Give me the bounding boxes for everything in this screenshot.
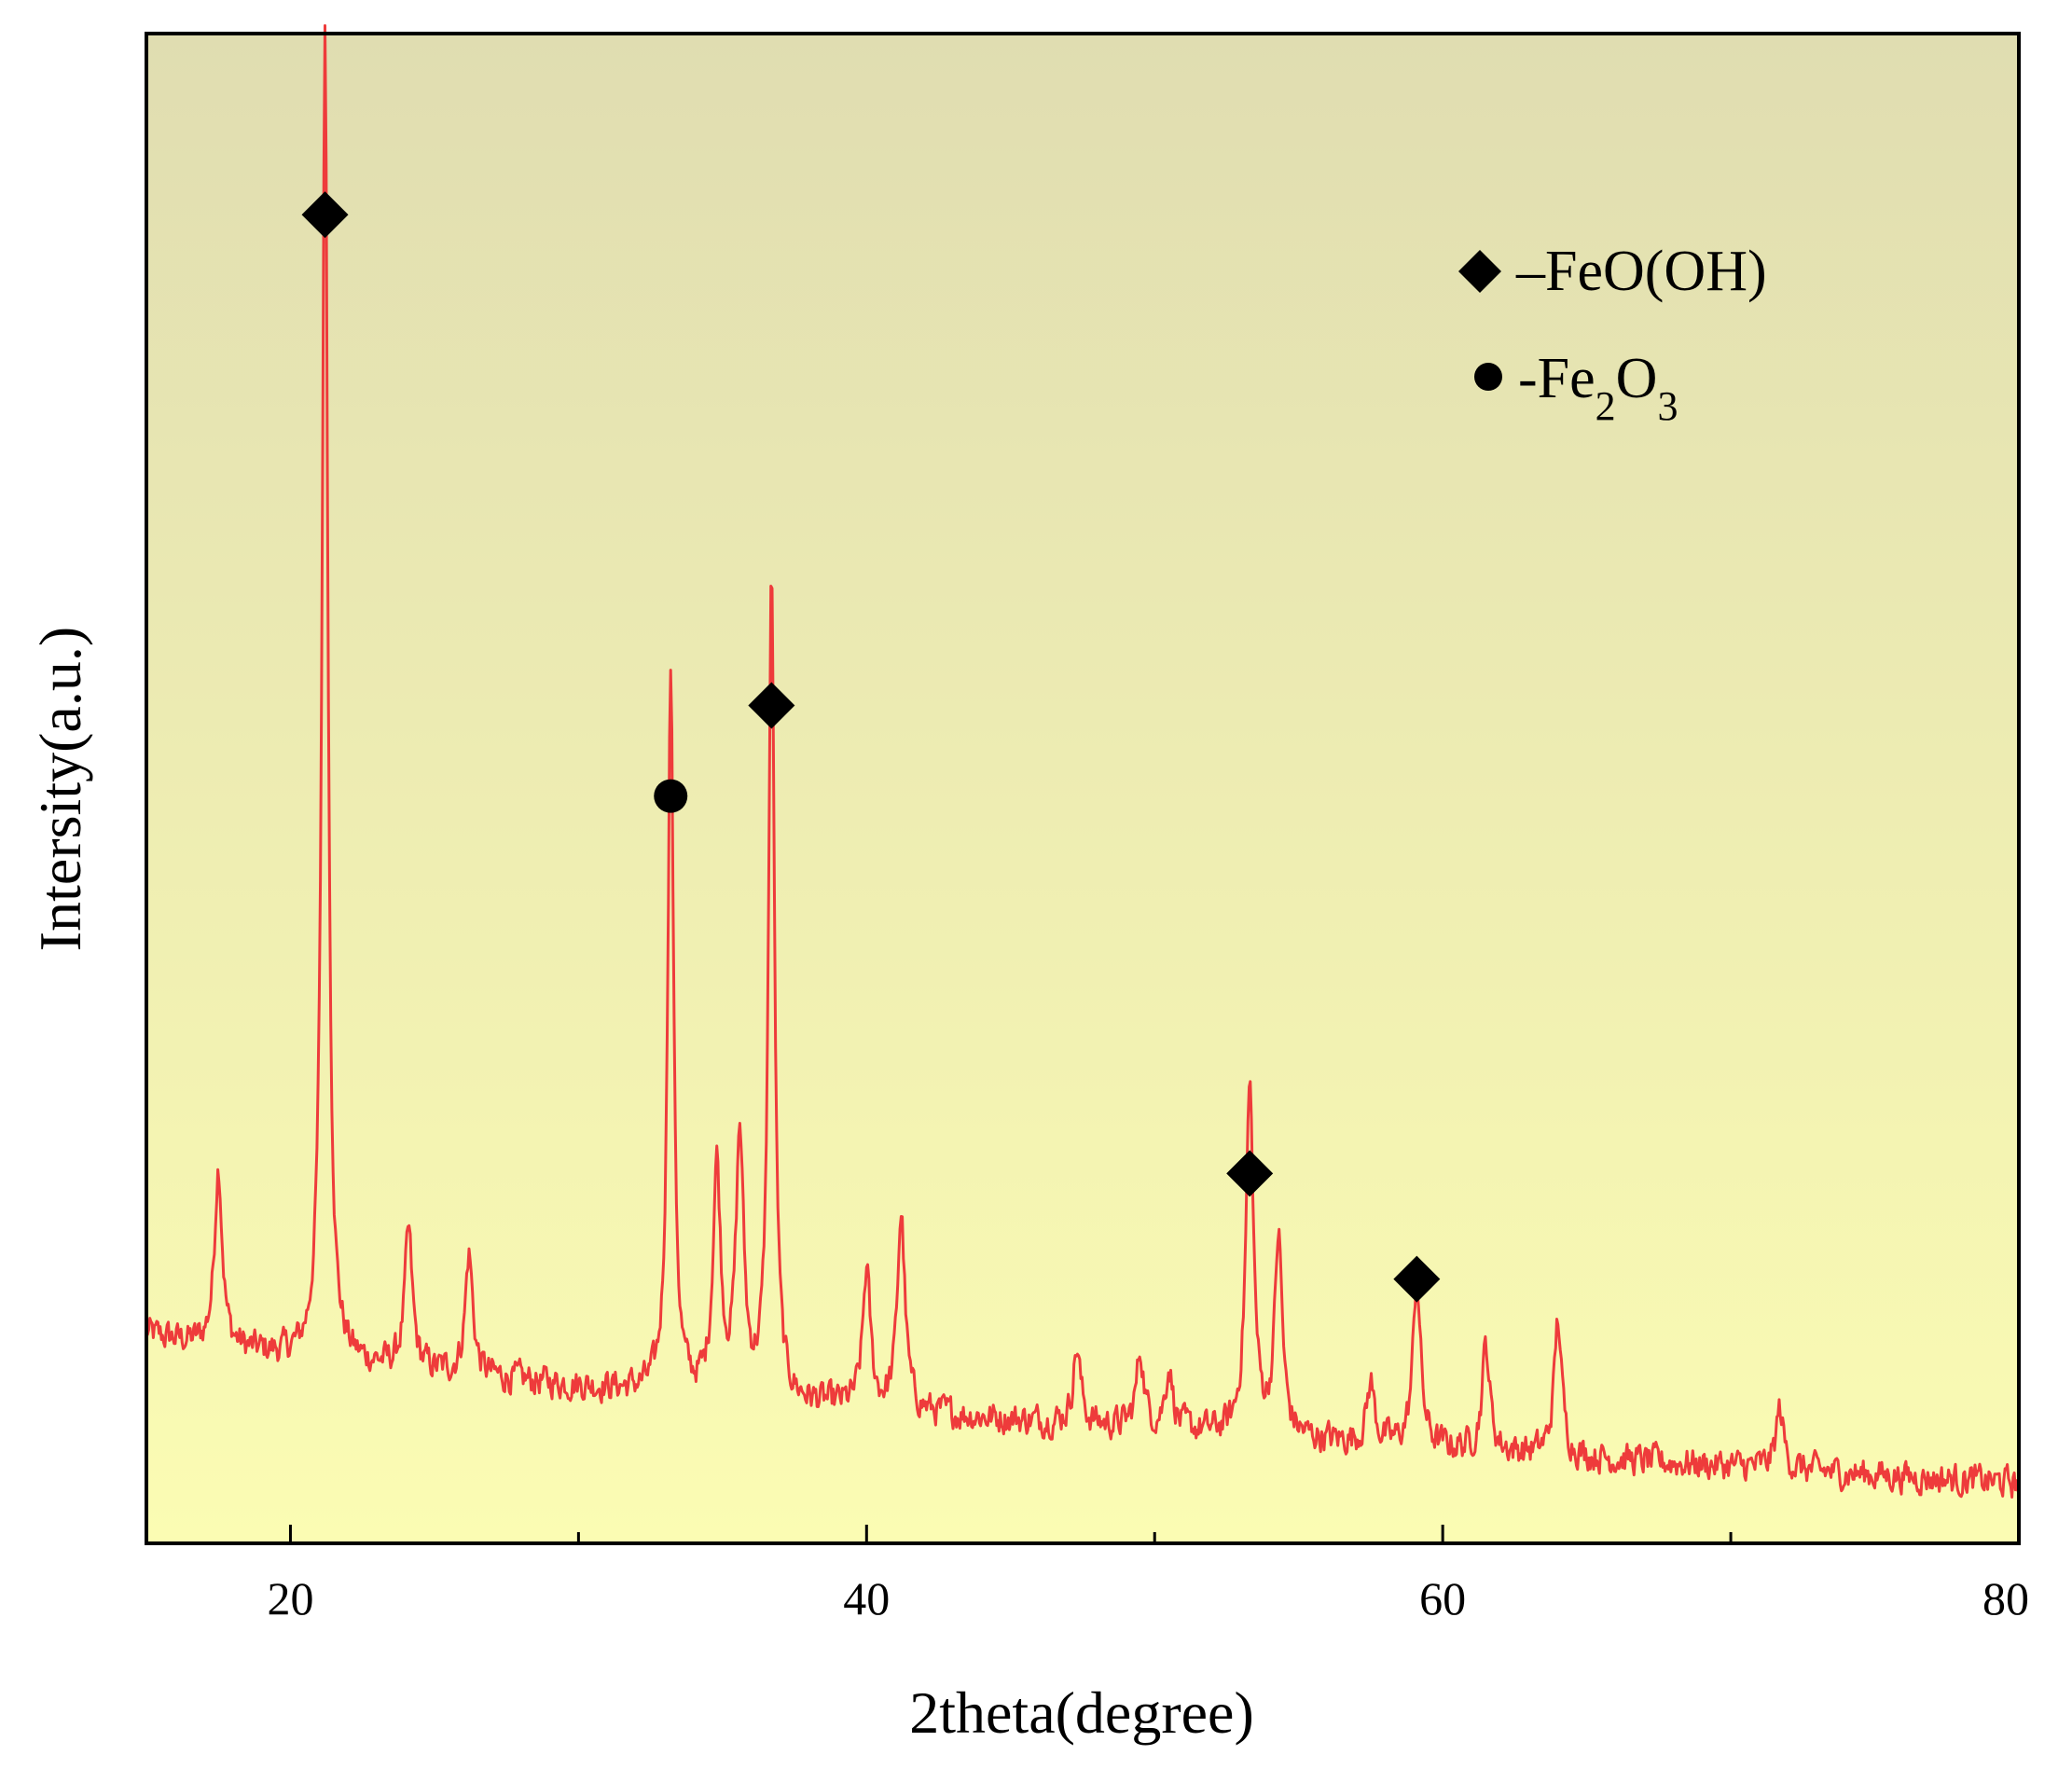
- x-tick-label: 80: [1982, 1572, 2029, 1624]
- peak-markers: [301, 191, 1441, 1303]
- legend-label-feooh: –FeO(OH): [1515, 240, 1767, 303]
- x-tick-label: 20: [267, 1572, 313, 1624]
- legend: –FeO(OH) -Fe2O3: [1458, 240, 1767, 429]
- legend-diamond-icon: [1458, 250, 1501, 293]
- plot-background: [146, 34, 2019, 1543]
- y-axis-title: Intersity(a.u.): [27, 627, 93, 951]
- legend-circle-icon: [1474, 363, 1502, 391]
- peak-marker-diamond: [1226, 1150, 1274, 1197]
- plot-frame: [145, 32, 2021, 1545]
- xrd-pattern-line: [145, 24, 2021, 1499]
- legend-label-fe2o3: -Fe2O3: [1518, 347, 1678, 429]
- legend-fe2o3-sub2: 3: [1657, 383, 1678, 429]
- legend-fe2o3-sub1: 2: [1595, 383, 1616, 429]
- data-layer: [145, 24, 2021, 1499]
- x-axis-title: 2theta(degree): [909, 1679, 1254, 1746]
- peak-marker-diamond: [1393, 1255, 1441, 1303]
- x-tick-label: 60: [1419, 1572, 1466, 1624]
- x-axis-ticks: 20 40 60 80: [267, 1525, 2029, 1624]
- legend-fe2o3-part2: O: [1616, 347, 1658, 410]
- peak-marker-diamond: [748, 682, 795, 729]
- x-tick-label: 40: [843, 1572, 890, 1624]
- peak-marker-circle: [654, 779, 688, 813]
- legend-fe2o3-part1: -Fe: [1518, 347, 1595, 410]
- peak-marker-diamond: [301, 191, 349, 239]
